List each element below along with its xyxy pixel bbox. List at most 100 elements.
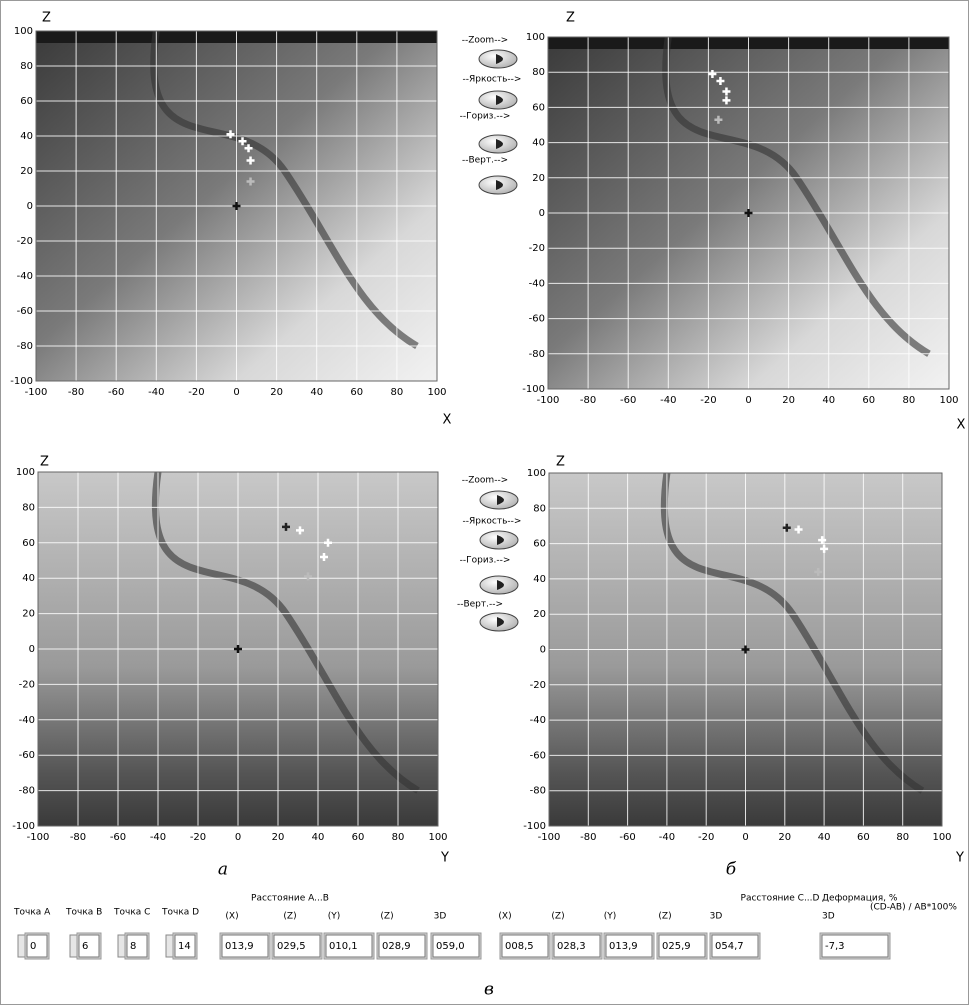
y-tick-label: -20: [530, 680, 546, 691]
distance-output-value: 029,5: [277, 941, 306, 952]
x-tick-label: 100: [427, 387, 446, 398]
point-label: Точка A: [13, 908, 51, 918]
x-axis-label: X: [957, 418, 966, 433]
button-indicator: [497, 580, 504, 590]
point-input[interactable]: [174, 934, 196, 958]
point-input-value: 8: [130, 941, 136, 952]
distance-output-value: 028,3: [557, 941, 586, 952]
y-tick-label: -40: [17, 271, 33, 282]
x-tick-label: 20: [782, 395, 795, 406]
y-tick-label: 100: [526, 32, 545, 43]
plot-frame: [547, 36, 950, 390]
y-axis-label: Z: [556, 455, 565, 470]
column-header: 3D: [822, 912, 835, 922]
marker: [320, 552, 328, 561]
marker: [304, 572, 312, 581]
y-tick-label: 80: [533, 503, 546, 514]
marker: [296, 526, 304, 535]
column-header: (X): [498, 912, 511, 922]
distance-output-value: 028,9: [382, 941, 411, 952]
y-tick-label: -80: [529, 349, 545, 360]
y-tick-label: 20: [20, 166, 33, 177]
marker: [722, 87, 731, 96]
marker: [246, 177, 255, 186]
y-tick-label: 0: [29, 644, 35, 655]
button-label: --Яркость-->: [463, 517, 522, 527]
marker: [716, 77, 725, 85]
distance-output-value: 054,7: [715, 941, 744, 952]
x-tick-label: -40: [660, 395, 676, 406]
x-tick-label: 60: [862, 395, 875, 406]
group-title: Деформация, %: [822, 894, 898, 904]
y-tick-label: -100: [523, 821, 546, 832]
y-axis-label: Z: [566, 11, 575, 26]
marker: [226, 130, 235, 139]
x-tick-label: -100: [27, 832, 50, 843]
marker: [741, 645, 750, 654]
marker: [708, 69, 717, 78]
x-tick-label: 40: [312, 832, 325, 843]
y-tick-label: -20: [17, 236, 33, 247]
x-tick-label: 20: [778, 832, 791, 843]
distance-output-value: 008,5: [505, 941, 534, 952]
x-tick-label: 100: [932, 832, 951, 843]
x-tick-label: 0: [233, 387, 239, 398]
x-tick-label: 0: [235, 832, 241, 843]
marker: [782, 523, 791, 532]
x-tick-label: -60: [108, 387, 124, 398]
marker: [814, 567, 823, 576]
button-indicator: [496, 95, 503, 105]
x-tick-label: 20: [270, 387, 283, 398]
column-header: 3D: [710, 912, 723, 922]
x-tick-label: -80: [70, 832, 86, 843]
marker: [232, 202, 241, 210]
button-indicator: [496, 54, 503, 64]
y-tick-label: 60: [532, 102, 545, 113]
x-tick-label: -100: [537, 395, 560, 406]
plot-frame: [35, 30, 438, 382]
x-tick-label: 40: [818, 832, 831, 843]
point-label: Точка B: [65, 908, 102, 918]
button-label: --Zoom-->: [462, 476, 508, 486]
y-tick-label: -40: [19, 715, 35, 726]
distance-output: [221, 934, 269, 958]
distance-output: [378, 934, 426, 958]
distance-output: [273, 934, 321, 958]
y-tick-label: 60: [22, 538, 35, 549]
y-tick-label: 20: [532, 173, 545, 184]
y-axis-label: Z: [42, 11, 51, 26]
y-tick-label: -80: [530, 786, 546, 797]
x-tick-label: 100: [428, 832, 447, 843]
point-input[interactable]: [26, 934, 48, 958]
button-indicator: [497, 535, 504, 545]
button-label: --Яркость-->: [463, 75, 522, 85]
vessel: [662, 36, 931, 357]
y-tick-label: -20: [19, 679, 35, 690]
caption: а: [218, 860, 228, 880]
column-header: (X): [225, 912, 238, 922]
y-tick-label: -60: [529, 314, 545, 325]
distance-output-value: 025,9: [662, 941, 691, 952]
y-tick-label: -40: [529, 278, 545, 289]
distance-output: [325, 934, 373, 958]
distance-output: [501, 934, 549, 958]
y-tick-label: -100: [10, 376, 33, 387]
formula: (CD-AB) / AB*100%: [870, 903, 957, 913]
button-label: --Гориз.-->: [460, 112, 511, 122]
y-tick-label: 100: [14, 26, 33, 37]
x-tick-label: 40: [310, 387, 323, 398]
vessel: [151, 471, 420, 794]
marker: [794, 525, 803, 534]
column-header: (Z): [283, 912, 296, 922]
button-label: --Верт.-->: [457, 600, 503, 610]
y-tick-label: 60: [20, 96, 33, 107]
x-tick-label: 80: [896, 832, 909, 843]
x-tick-label: 80: [391, 387, 404, 398]
column-header: (Z): [658, 912, 671, 922]
point-input[interactable]: [78, 934, 100, 958]
y-tick-label: -80: [17, 341, 33, 352]
y-tick-label: -60: [17, 306, 33, 317]
distance-output-value: 013,9: [609, 941, 638, 952]
point-input[interactable]: [126, 934, 148, 958]
button-label: --Гориз.-->: [460, 556, 511, 566]
